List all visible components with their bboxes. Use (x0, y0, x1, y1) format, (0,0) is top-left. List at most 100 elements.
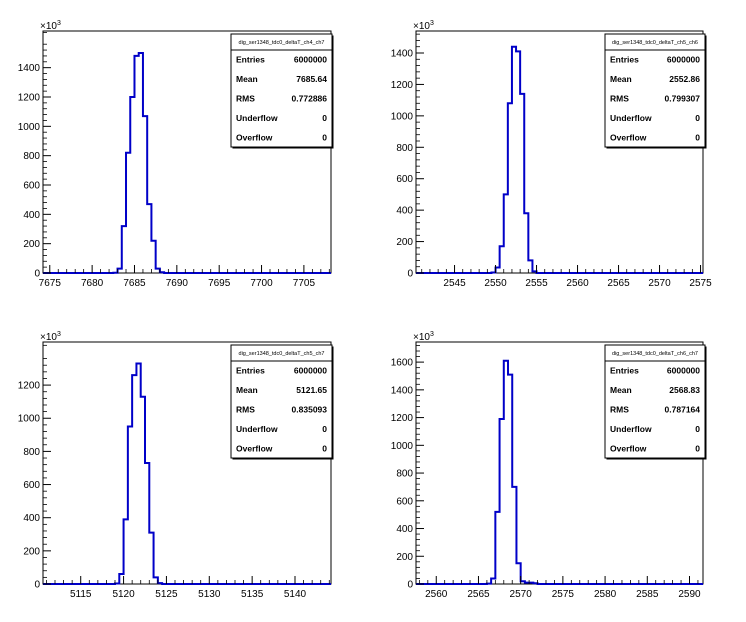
y-tick-label: 400 (23, 210, 40, 221)
x-tick-label: 2570 (648, 278, 671, 289)
stats-value: 2552.86 (669, 74, 700, 84)
x-tick-label: 2565 (467, 589, 490, 600)
stats-value: 0.787164 (665, 405, 701, 415)
x-tick-label: 5135 (241, 589, 264, 600)
x-tick-label: 5120 (112, 589, 135, 600)
y-tick-label: 1400 (391, 385, 414, 396)
stats-value: 2568.83 (669, 385, 700, 395)
y-tick-label: 600 (23, 480, 40, 491)
stats-label: RMS (236, 405, 255, 415)
stats-label: Underflow (610, 113, 652, 123)
histogram-series (416, 45, 703, 274)
stats-label: Entries (610, 55, 639, 65)
x-tick-label: 2575 (552, 589, 575, 600)
x-tick-label: 5115 (70, 589, 92, 600)
stats-value: 6000000 (667, 366, 700, 376)
stats-label: Overflow (610, 443, 647, 453)
stats-box-frame (604, 344, 706, 459)
stats-label: Underflow (610, 424, 652, 434)
x-tick-label: 2555 (525, 278, 548, 289)
y-tick-label: 800 (396, 469, 413, 480)
x-tick-label: 2550 (484, 278, 507, 289)
y-tick-label: 1400 (391, 49, 414, 60)
x-tick-label: 5125 (155, 589, 178, 600)
stats-label: Underflow (236, 424, 278, 434)
y-tick-label: 600 (396, 174, 413, 185)
y-tick-label: 0 (34, 580, 40, 591)
x-tick-label: 2545 (443, 278, 466, 289)
stats-label: RMS (236, 94, 255, 104)
stats-box-title: dig_ser1348_tdc0_deltaT_ch6_ch7 (612, 351, 698, 357)
histogram-panel-2: 2545 2550 2555 2560 2565 2570 2575 0 200 400 600 80… (391, 20, 712, 289)
y-tick-label: 400 (396, 524, 413, 535)
x-tick-label: 2580 (594, 589, 617, 600)
y-tick-label: 800 (396, 143, 413, 154)
y-axis-multiplier: ×103 (413, 20, 434, 32)
stats-value: 6000000 (294, 55, 327, 65)
y-tick-label: 0 (407, 269, 413, 280)
y-tick-label: 200 (396, 552, 413, 563)
stats-label: RMS (610, 405, 629, 415)
stats-value: 0 (322, 132, 327, 142)
y-tick-label: 1200 (18, 381, 41, 392)
y-tick-label: 400 (396, 206, 413, 217)
stats-label: Entries (610, 366, 639, 376)
stats-box-frame (230, 344, 333, 459)
stats-box-frame (604, 33, 706, 148)
stats-label: Mean (610, 385, 632, 395)
x-tick-label: 7680 (81, 278, 104, 289)
x-tick-label: 2570 (510, 589, 533, 600)
stats-value: 0 (695, 132, 700, 142)
stats-value: 0 (322, 443, 327, 453)
y-tick-label: 1200 (391, 80, 414, 91)
y-axis-multiplier: ×103 (40, 20, 61, 32)
stats-box: dig_ser1348_tdc0_deltaT_ch5_ch7 Entries 60… (230, 344, 334, 460)
y-tick-label: 1400 (18, 63, 41, 74)
y-tick-label: 200 (23, 239, 40, 250)
stats-label: Mean (610, 74, 632, 84)
y-tick-label: 1000 (391, 441, 414, 452)
x-tick-label: 7690 (166, 278, 189, 289)
x-tick-label: 7675 (39, 278, 62, 289)
y-tick-label: 0 (407, 580, 413, 591)
x-tick-label: 2585 (636, 589, 659, 600)
stats-value: 0.835093 (292, 405, 328, 415)
y-tick-label: 1600 (391, 358, 414, 369)
x-tick-label: 5140 (284, 589, 307, 600)
stats-box-title: dig_ser1348_tdc0_deltaT_ch4_ch7 (239, 40, 325, 46)
stats-label: Mean (236, 385, 258, 395)
stats-value: 6000000 (667, 55, 700, 65)
y-tick-label: 1200 (391, 413, 414, 424)
stats-value: 5121.65 (296, 385, 327, 395)
stats-label: Overflow (610, 132, 647, 142)
stats-label: Overflow (236, 132, 273, 142)
stats-box: dig_ser1348_tdc0_deltaT_ch6_ch7 Entries 60… (604, 344, 707, 460)
histogram-panel-3: 5115 5120 5125 5130 5135 5140 0 200 400 600 800 100… (18, 331, 334, 600)
stats-label: Mean (236, 74, 258, 84)
stats-value: 0 (695, 113, 700, 123)
y-tick-label: 400 (23, 513, 40, 524)
stats-box: dig_ser1348_tdc0_deltaT_ch4_ch7 Entries 60… (230, 33, 334, 149)
stats-value: 0 (322, 113, 327, 123)
y-tick-label: 1000 (391, 111, 414, 122)
histogram-series (416, 359, 703, 585)
x-tick-label: 7685 (123, 278, 146, 289)
y-tick-label: 600 (396, 496, 413, 507)
stats-value: 0.772886 (292, 94, 328, 104)
histogram-series (43, 52, 331, 274)
stats-box: dig_ser1348_tdc0_deltaT_ch5_ch6 Entries 60… (604, 33, 707, 149)
y-tick-label: 1000 (18, 122, 41, 133)
y-tick-label: 600 (23, 181, 40, 192)
y-tick-label: 200 (396, 237, 413, 248)
histogram-series (43, 362, 331, 585)
stats-value: 0.799307 (665, 94, 701, 104)
stats-label: Entries (236, 366, 265, 376)
x-tick-label: 2590 (678, 589, 701, 600)
stats-box-title: dig_ser1348_tdc0_deltaT_ch5_ch6 (612, 40, 698, 46)
y-tick-label: 200 (23, 546, 40, 557)
stats-label: RMS (610, 94, 629, 104)
y-axis-multiplier: ×103 (40, 331, 61, 343)
stats-label: Underflow (236, 113, 278, 123)
histogram-panel-4: 2560 2565 2570 2575 2580 2585 2590 0 200 400 600 80… (391, 331, 707, 600)
